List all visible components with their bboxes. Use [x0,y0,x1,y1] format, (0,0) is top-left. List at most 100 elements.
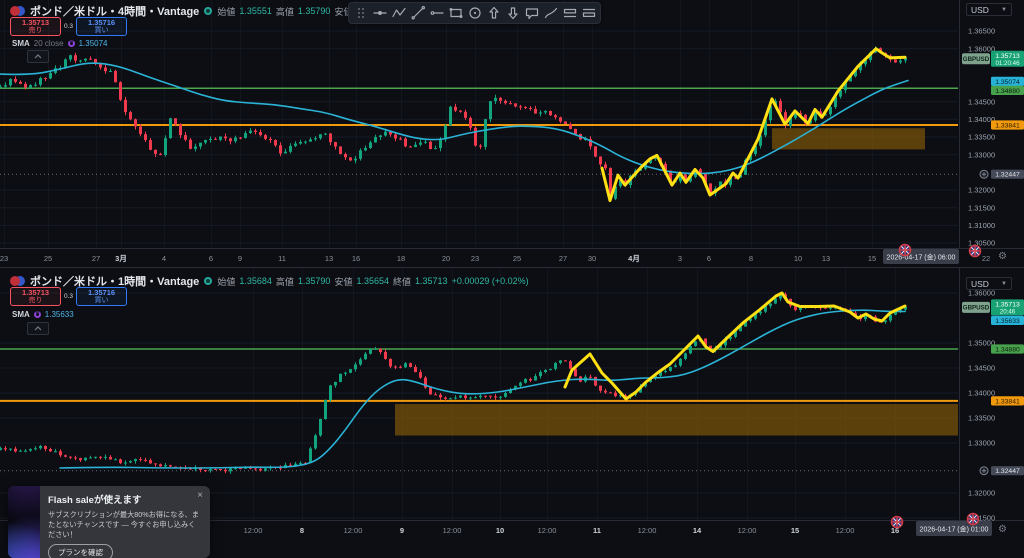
zigzag-line[interactable] [600,47,907,203]
time-axis-settings-gear-icon[interactable]: ⚙ [998,524,1007,535]
rectangle-tool-icon[interactable] [447,5,464,22]
chart-canvas-4h[interactable]: 1.36500 1.36000 1.34500 1.34000 1.33500 1.330… [0,0,1024,268]
svg-text:30: 30 [588,254,596,263]
trend-line-tool-icon[interactable] [409,5,426,22]
uk-flag-event-marker-icon[interactable] [890,515,904,529]
zigzag-line[interactable] [563,291,907,401]
long-position-tool-icon[interactable] [561,5,578,22]
time-axis-labels[interactable]: 12:00 8 12:00 9 12:00 10 12:00 11 12:00 14 12:00 15… [244,526,900,535]
brush-tool-icon[interactable] [542,5,559,22]
svg-text:1.31500: 1.31500 [968,203,995,212]
open-label: 始値 [217,6,236,17]
trade-buttons-4h: 1.35713 売り 0.3 1.35716 買い [10,17,127,36]
open-label: 始値 [217,276,236,287]
sma-value-badge[interactable]: 1.35074 [991,76,1024,86]
sma-line[interactable] [59,309,906,469]
sell-button[interactable]: 1.35713 売り [10,287,61,306]
uk-flag-event-marker-icon[interactable] [968,244,982,258]
svg-text:1.35713: 1.35713 [995,301,1020,308]
green-level-badge[interactable]: 1.34880 [991,85,1024,95]
axis-currency-select[interactable]: USD ▼ [966,277,1012,290]
crosshair-date-badge: 2026-04-17 (金) 06:00 [883,249,959,264]
indicator-params: 20 close [33,39,64,48]
uk-flag-event-marker-icon[interactable] [966,512,980,526]
price-alert-icon[interactable] [979,466,989,476]
svg-text:23: 23 [471,254,479,263]
price-axis-labels[interactable]: 1.36000 1.35000 1.34500 1.34000 1.33500 1.330… [968,289,995,523]
orange-level-badge[interactable]: 1.33841 [991,396,1024,406]
svg-text:1.34000: 1.34000 [968,115,995,124]
currency-pair-icon [10,276,25,286]
svg-text:1.35000: 1.35000 [968,339,995,348]
panel-divider[interactable] [0,267,1024,268]
collapse-legend-button[interactable] [27,50,49,63]
visibility-dot-icon[interactable] [204,7,213,15]
uk-flag-event-marker-icon[interactable] [898,243,912,257]
chart-title[interactable]: ポンド／米ドル・4時間・Vantage [30,6,200,18]
green-level-badge[interactable]: 1.34880 [991,344,1024,354]
callout-tool-icon[interactable] [523,5,540,22]
currency-pair-icon [10,6,25,16]
svg-text:4: 4 [162,254,166,263]
chart-legend-1h[interactable]: ポンド／米ドル・1時間・Vantage 始値 1.35684 高値 1.35790 … [10,273,529,289]
cross-line-tool-icon[interactable] [371,5,388,22]
svg-text:22: 22 [982,254,990,263]
time-axis-labels[interactable]: 23 25 27 3月 4 6 9 11 13 16 18 20 23 25 27 30 4月 3 6 8 10 13 15… [0,254,990,263]
sma-value-badge[interactable]: 1.35633 [991,315,1024,325]
popup-body: サブスクリプションが最大80%お得になる、またとないチャンスです — 今すぐお申… [48,510,199,540]
time-axis-settings-gear-icon[interactable]: ⚙ [998,251,1007,262]
arrow-down-tool-icon[interactable] [504,5,521,22]
svg-text:1.34000: 1.34000 [968,389,995,398]
svg-text:GBPUSD: GBPUSD [963,305,990,312]
svg-text:11: 11 [593,526,601,535]
horizontal-ray-tool-icon[interactable] [428,5,445,22]
indicator-legend-sma[interactable]: SMA 20 close 1.35074 [12,39,108,48]
toolbar-drag-handle[interactable] [352,5,369,22]
svg-text:1.33841: 1.33841 [995,398,1020,405]
flash-sale-popup: Flash saleが使えます × サブスクリプションが最大80%お得になる、ま… [8,486,210,558]
axis-currency-select[interactable]: USD ▼ [966,3,1012,16]
close-icon[interactable]: × [197,490,203,501]
circle-tool-icon[interactable] [466,5,483,22]
sell-price: 1.35713 [21,287,50,297]
gray-price-badge[interactable]: 1.32447 [991,466,1024,476]
arrow-up-tool-icon[interactable] [485,5,502,22]
svg-text:16: 16 [891,526,899,535]
svg-text:1.34880: 1.34880 [995,88,1020,95]
collapse-legend-button[interactable] [27,322,49,335]
price-axis-labels[interactable]: 1.36500 1.36000 1.34500 1.34000 1.33500 1.330… [968,27,995,248]
svg-text:15: 15 [791,526,799,535]
open-value: 1.35551 [239,6,272,16]
buy-button[interactable]: 1.35716 買い [76,17,127,36]
chart-title[interactable]: ポンド／米ドル・1時間・Vantage [30,276,200,288]
spread-value: 0.3 [63,23,74,30]
buy-button[interactable]: 1.35716 買い [76,287,127,306]
orange-level-badge[interactable]: 1.33841 [991,120,1024,130]
supply-zone-rectangle[interactable] [395,404,958,436]
gray-price-badge[interactable]: 1.32447 [991,169,1024,179]
svg-text:1.32000: 1.32000 [968,186,995,195]
chart-canvas-1h[interactable]: 1.36000 1.35000 1.34500 1.34000 1.33500 1.330… [0,268,1024,543]
svg-text:1.36000: 1.36000 [968,289,995,298]
low-label: 安値 [334,6,353,17]
indicator-legend-sma[interactable]: SMA 1.35633 [12,310,74,319]
svg-text:1.33000: 1.33000 [968,150,995,159]
svg-text:12:00: 12:00 [443,526,462,535]
short-position-tool-icon[interactable] [580,5,597,22]
price-alert-icon[interactable] [979,169,989,179]
zigzag-tool-icon[interactable] [390,5,407,22]
candlestick-series[interactable] [0,292,907,474]
visibility-dot-icon[interactable] [204,277,213,285]
ohlc-row: 始値 1.35684 高値 1.35790 安値 1.35654 終値 1.35713 … [217,275,528,288]
svg-text:13: 13 [325,254,333,263]
candlestick-series[interactable] [0,46,907,201]
indicator-name: SMA [12,310,30,319]
svg-text:2026-04-17 (金) 06:00: 2026-04-17 (金) 06:00 [887,252,956,261]
supply-zone-rectangle[interactable] [772,128,925,150]
symbol-axis-pill: GBPUSD [962,53,990,65]
check-plans-button[interactable]: プランを確認 [48,544,113,558]
sell-button[interactable]: 1.35713 売り [10,17,61,36]
sma-line[interactable] [0,62,909,175]
